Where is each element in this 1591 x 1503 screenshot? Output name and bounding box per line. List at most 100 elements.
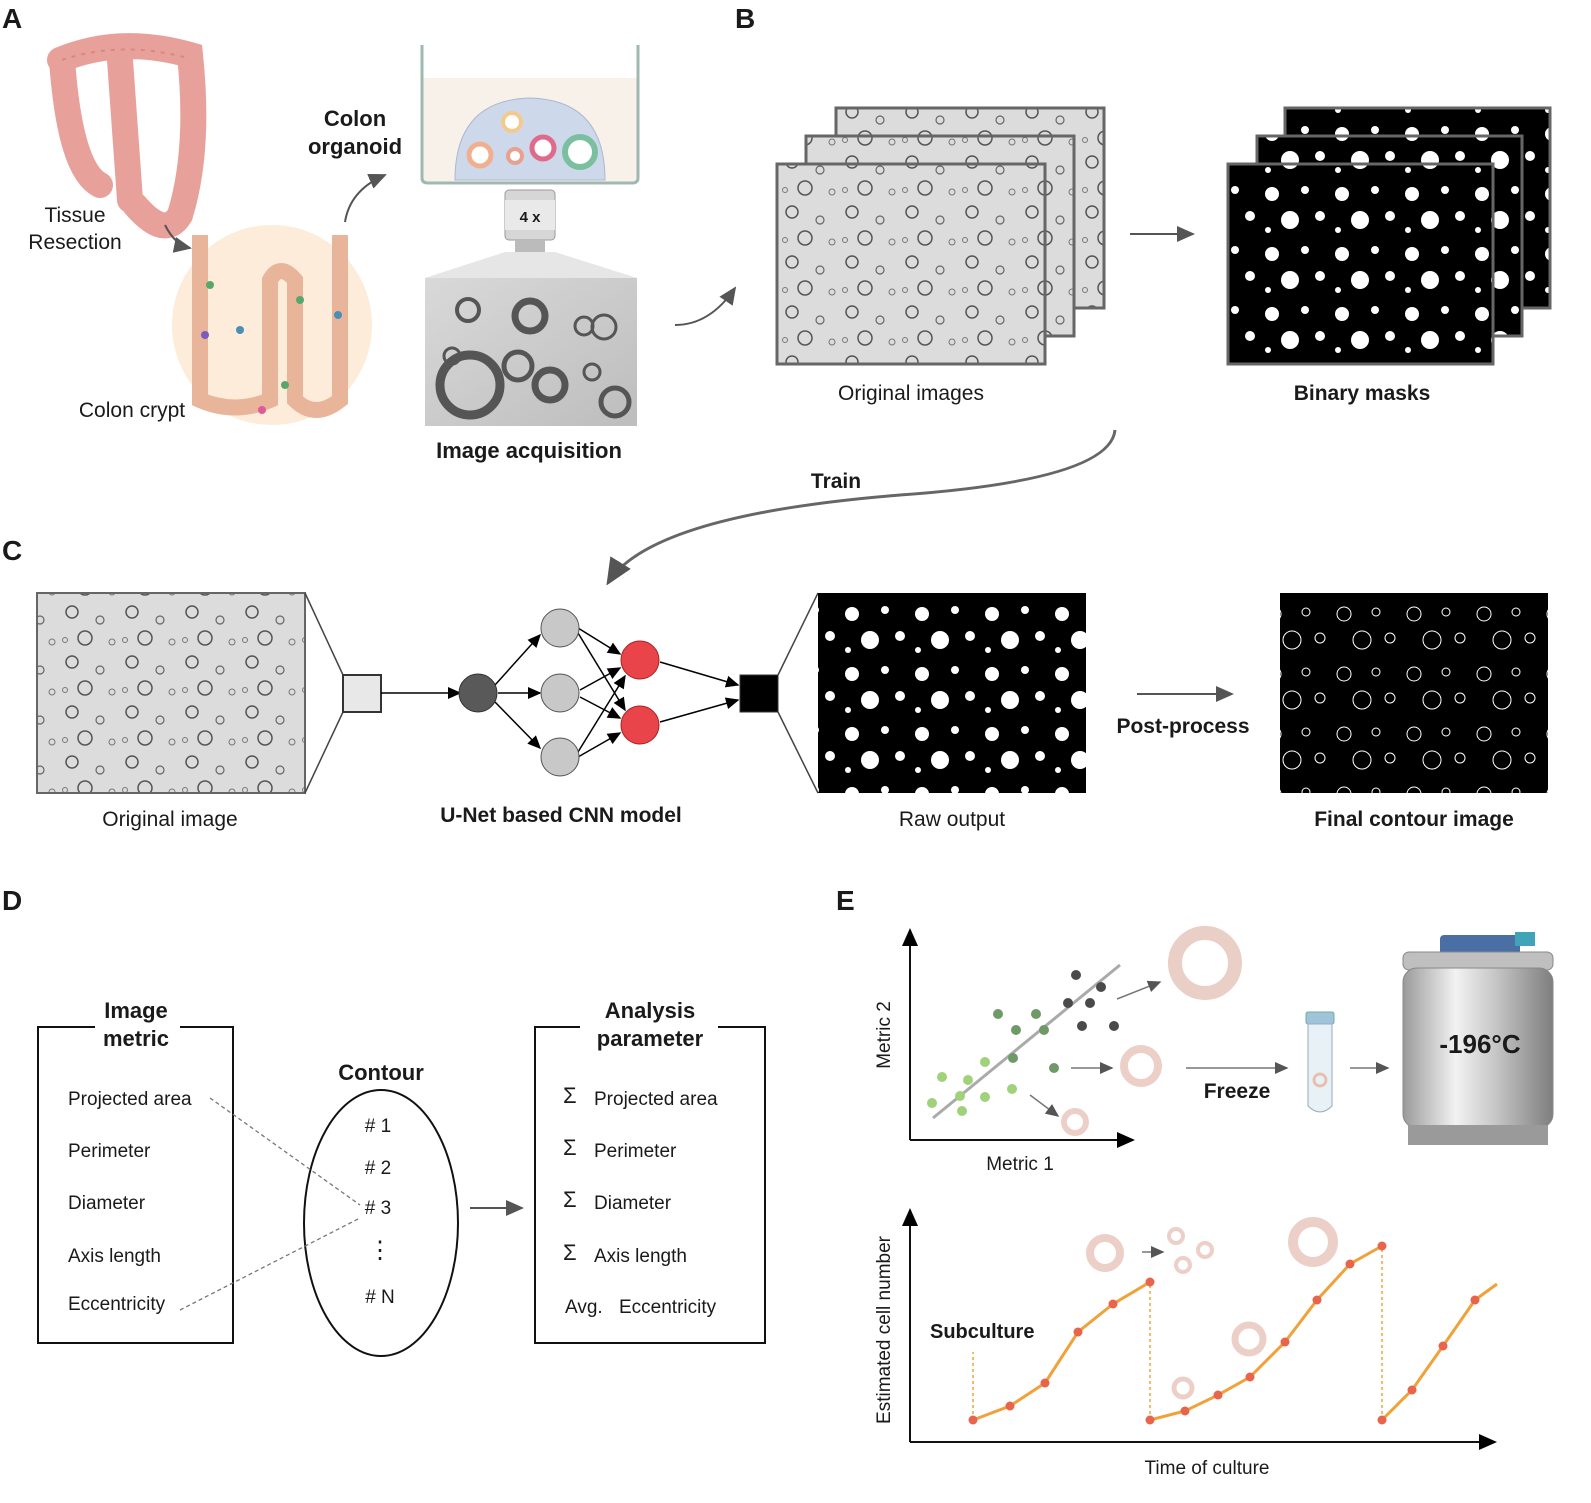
metric-box xyxy=(37,1026,234,1344)
node-hidden-1 xyxy=(540,608,580,648)
organoid-large-icon xyxy=(1168,926,1242,1000)
param-label: Axis length xyxy=(594,1246,687,1267)
scatter-points xyxy=(927,970,1119,1116)
cryo-tank-icon xyxy=(1402,932,1554,1145)
raw-output-image xyxy=(818,593,1086,793)
to-small-organoid-arrow xyxy=(1029,1094,1060,1117)
colon-illustration xyxy=(47,33,207,239)
metric-item: Axis length xyxy=(68,1246,161,1267)
contour-item: # 3 xyxy=(365,1198,391,1219)
metric-title-1: Image xyxy=(104,998,168,1023)
culture-well xyxy=(420,45,640,185)
original-images-stack xyxy=(775,106,1106,366)
metric-item: Perimeter xyxy=(68,1141,151,1162)
contour-item: # N xyxy=(365,1287,395,1308)
tissue-label-2: Resection xyxy=(28,231,121,254)
colon-crypt-illustration xyxy=(172,225,372,425)
zoom-line-bottom xyxy=(304,711,344,794)
temperature-label: -196°C xyxy=(1439,1029,1520,1059)
analysis-title-1: Analysis xyxy=(605,998,696,1023)
unet-network xyxy=(381,608,779,777)
scatter-y-label: Metric 2 xyxy=(874,1001,895,1069)
growth-y-label: Estimated cell number xyxy=(874,1235,895,1424)
link-projected-area xyxy=(209,1097,361,1206)
panel-e: E Metric 2 Metric 1 Freeze xyxy=(836,885,1554,1479)
panel-label-e: E xyxy=(836,885,855,916)
output-patch xyxy=(739,674,779,713)
cryovial-icon xyxy=(1305,1011,1335,1113)
organoid-label-1: Colon xyxy=(324,106,386,131)
metric-item: Diameter xyxy=(68,1193,146,1214)
trend-line xyxy=(932,963,1121,1120)
metric-item: Eccentricity xyxy=(68,1294,166,1315)
crypt-label: Colon crypt xyxy=(79,399,185,422)
param-label: Projected area xyxy=(594,1089,718,1110)
contour-ellipse xyxy=(303,1089,459,1357)
zoom-line-top xyxy=(304,592,344,676)
panel-label-a: A xyxy=(2,3,22,34)
organoid-label-2: organoid xyxy=(308,134,402,159)
organoid-medium-icon xyxy=(1120,1045,1162,1087)
param-symbol: Σ xyxy=(563,1240,577,1265)
analysis-title-2: parameter xyxy=(597,1026,704,1051)
train-label: Train xyxy=(811,470,861,493)
contour-item: # 2 xyxy=(365,1158,391,1179)
panel-b: B Original images Binary masks Train xyxy=(606,3,1552,586)
freeze-label: Freeze xyxy=(1204,1080,1271,1103)
param-label: Diameter xyxy=(594,1193,672,1214)
input-patch xyxy=(342,674,382,713)
param-label: Perimeter xyxy=(594,1141,677,1162)
param-symbol: Σ xyxy=(563,1187,577,1212)
growth-organoid-icons xyxy=(1086,1217,1338,1400)
final-contour-label: Final contour image xyxy=(1314,808,1514,831)
panel-c: C Original image xyxy=(2,535,1548,831)
model-label: U-Net based CNN model xyxy=(440,804,682,827)
objective-lens-icon xyxy=(504,189,556,252)
final-contour-image xyxy=(1280,593,1548,793)
node-hidden-3 xyxy=(540,737,580,777)
growth-points xyxy=(968,1241,1480,1425)
zoom-line-out-top xyxy=(777,592,819,676)
postprocess-label: Post-process xyxy=(1116,715,1249,738)
contour-item: # 1 xyxy=(365,1116,391,1137)
param-symbol: Σ xyxy=(563,1083,577,1108)
node-hidden-2 xyxy=(540,673,580,713)
node-out-1 xyxy=(620,640,660,680)
node-out-2 xyxy=(620,705,660,745)
contour-ellipsis: ⋮ xyxy=(368,1237,392,1264)
raw-output-label: Raw output xyxy=(899,808,1005,831)
panel-label-b: B xyxy=(735,3,755,34)
input-image xyxy=(36,592,306,794)
organoid-small-icon xyxy=(1061,1108,1089,1136)
objective-label: 4 x xyxy=(520,209,542,226)
metric-item: Projected area xyxy=(68,1089,192,1110)
metric-title-2: metric xyxy=(103,1026,169,1051)
microscopy-organoids xyxy=(435,297,632,420)
subculture-markers xyxy=(972,1246,1383,1420)
link-eccentricity xyxy=(179,1217,361,1311)
node-input xyxy=(458,673,498,713)
original-images-label: Original images xyxy=(838,382,984,405)
view-cone xyxy=(425,252,637,278)
analysis-box xyxy=(534,1026,766,1344)
zoom-line-out-bottom xyxy=(777,711,819,794)
original-image-label: Original image xyxy=(102,808,237,831)
tissue-to-crypt-arrow xyxy=(164,224,192,253)
tissue-label-1: Tissue xyxy=(44,204,105,227)
panel-d: D Image metric Projected area Perimeter … xyxy=(2,885,766,1357)
acquisition-label: Image acquisition xyxy=(436,438,622,463)
acquisition-to-b-arrow xyxy=(674,286,737,326)
panel-label-d: D xyxy=(2,885,22,916)
to-large-organoid-arrow xyxy=(1116,980,1162,1000)
panel-label-c: C xyxy=(2,535,22,566)
scatter-x-label: Metric 1 xyxy=(986,1154,1054,1175)
contour-title: Contour xyxy=(338,1060,424,1085)
param-label: Eccentricity xyxy=(619,1297,717,1318)
crypt-to-organoid-arrow xyxy=(344,173,387,223)
growth-x-label: Time of culture xyxy=(1145,1458,1270,1479)
train-arrow xyxy=(606,429,1117,586)
param-symbol: Avg. xyxy=(565,1297,603,1318)
param-symbol: Σ xyxy=(563,1135,577,1160)
panel-a: A Tissue Resection Colon crypt Colon org… xyxy=(2,3,737,463)
binary-masks-stack xyxy=(1226,106,1552,366)
